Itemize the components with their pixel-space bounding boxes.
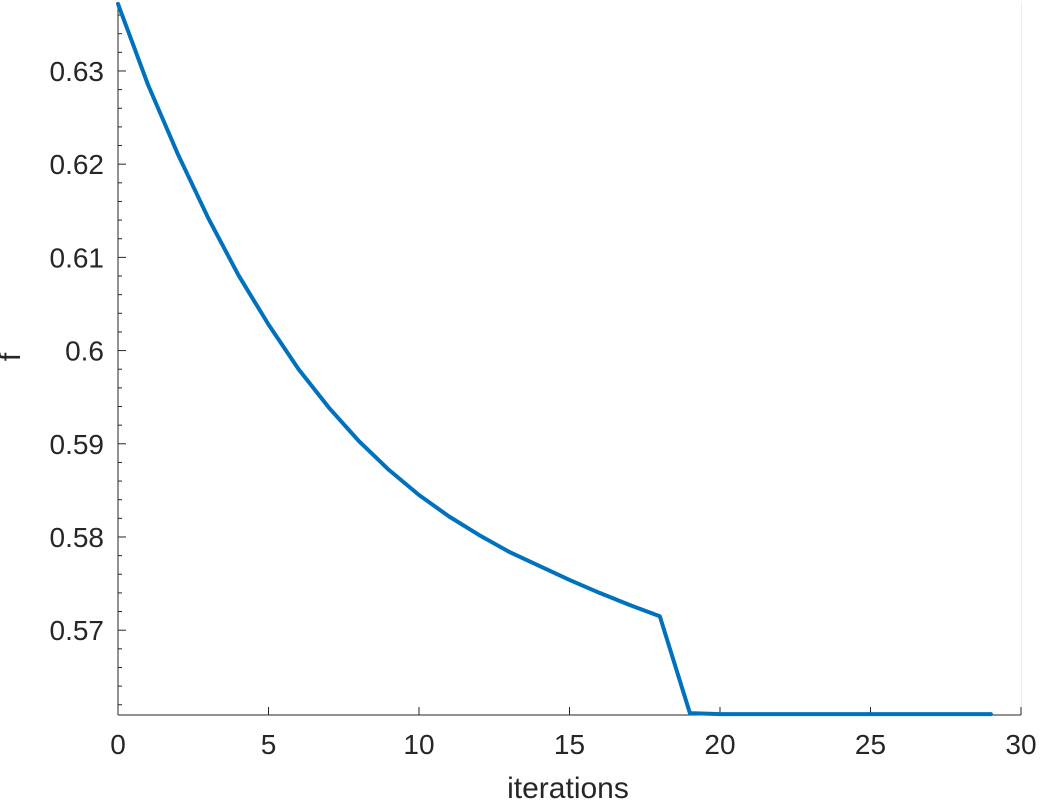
x-tick-label: 20 — [704, 729, 735, 760]
y-tick-label: 0.6 — [65, 336, 104, 367]
y-tick-label: 0.57 — [50, 615, 105, 646]
plot-background — [118, 2, 1021, 715]
x-tick-label: 5 — [261, 729, 277, 760]
x-tick-label: 25 — [855, 729, 886, 760]
y-tick-label: 0.63 — [50, 56, 105, 87]
y-tick-labels: 0.57 0.58 0.59 0.6 0.61 0.62 0.63 — [50, 56, 105, 646]
y-tick-label: 0.62 — [50, 149, 105, 180]
y-axis-label: f — [0, 352, 27, 361]
y-tick-label: 0.58 — [50, 522, 105, 553]
x-tick-label: 15 — [554, 729, 585, 760]
x-tick-label: 10 — [403, 729, 434, 760]
y-tick-label: 0.61 — [50, 242, 105, 273]
x-tick-label: 30 — [1005, 729, 1036, 760]
y-tick-label: 0.59 — [50, 429, 105, 460]
plot-area — [117, 2, 1022, 716]
x-axis-label: iterations — [507, 772, 629, 804]
series-layer — [116, 1, 993, 717]
series-line — [116, 1, 993, 717]
x-tick-labels: 0 5 10 15 20 25 30 — [110, 729, 1036, 760]
x-tick-label: 0 — [110, 729, 126, 760]
